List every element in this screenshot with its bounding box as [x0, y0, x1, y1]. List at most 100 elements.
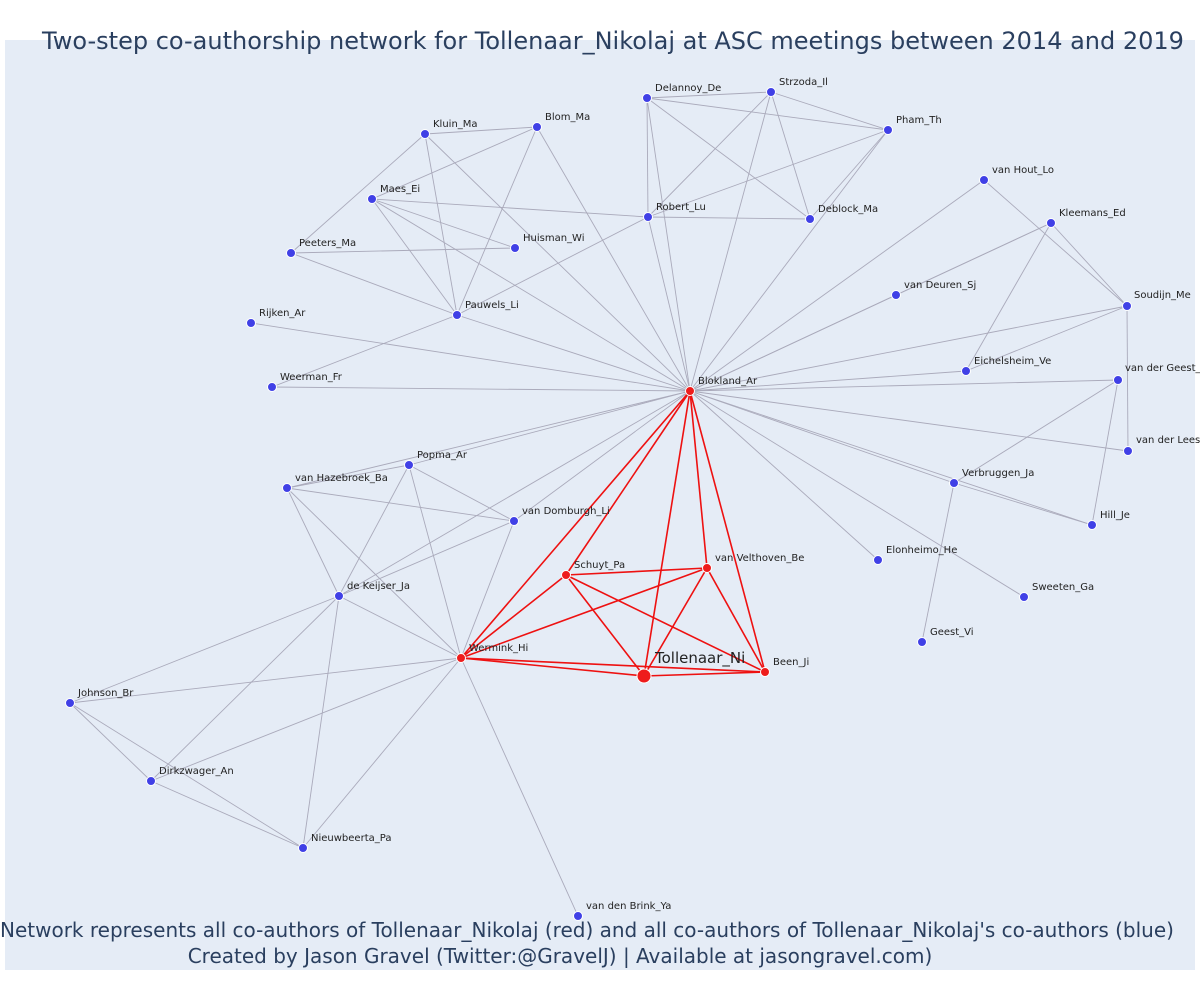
node-marker[interactable]	[873, 555, 883, 565]
node-elonheimo-he[interactable]: Elonheimo_He	[873, 545, 958, 565]
node-wermink-hi[interactable]: Wermink_Hi	[456, 643, 529, 663]
node-marker[interactable]	[891, 290, 901, 300]
node-marker[interactable]	[1087, 520, 1097, 530]
node-marker[interactable]	[404, 460, 414, 470]
node-strzoda-il[interactable]: Strzoda_Il	[766, 77, 828, 97]
node-robert-lu[interactable]: Robert_Lu	[643, 202, 706, 222]
node-van-domburgh-li[interactable]: van Domburgh_Li	[509, 506, 610, 526]
node-marker[interactable]	[282, 483, 292, 493]
node-marker[interactable]	[420, 129, 430, 139]
edge-de-keijser-ja-johnson-br	[69, 595, 340, 704]
node-marker[interactable]	[146, 776, 156, 786]
node-deblock-ma[interactable]: Deblock_Ma	[805, 204, 879, 224]
node-van-hazebroek-ba[interactable]: van Hazebroek_Ba	[282, 473, 388, 493]
node-marker[interactable]	[766, 87, 776, 97]
node-marker[interactable]	[883, 125, 893, 135]
node-eichelsheim-ve[interactable]: Eichelsheim_Ve	[961, 356, 1052, 376]
node-tollenaar-ni[interactable]: Tollenaar_Ni	[636, 649, 745, 684]
edge-soudijn-me-van-der-lees	[1126, 305, 1129, 452]
node-peeters-ma[interactable]: Peeters_Ma	[286, 238, 357, 258]
node-label: Schuyt_Pa	[574, 560, 625, 571]
node-marker[interactable]	[367, 194, 377, 204]
node-marker[interactable]	[643, 212, 653, 222]
node-schuyt-pa[interactable]: Schuyt_Pa	[561, 560, 626, 580]
node-marker[interactable]	[702, 563, 712, 573]
node-marker[interactable]	[509, 516, 519, 526]
node-marker[interactable]	[246, 318, 256, 328]
node-van-hout-lo[interactable]: van Hout_Lo	[979, 165, 1054, 185]
node-marker[interactable]	[1123, 446, 1133, 456]
node-marker[interactable]	[1019, 592, 1029, 602]
node-van-deuren-sj[interactable]: van Deuren_Sj	[891, 280, 977, 300]
node-blokland-ar[interactable]: Blokland_Ar	[685, 376, 758, 396]
node-marker[interactable]	[452, 310, 462, 320]
node-marker[interactable]	[65, 698, 75, 708]
node-marker[interactable]	[979, 175, 989, 185]
node-marker[interactable]	[573, 911, 583, 921]
node-label: Dirkzwager_An	[159, 766, 234, 777]
edge-schuyt-pa-been-ji	[565, 574, 766, 673]
node-marker[interactable]	[760, 667, 770, 677]
node-de-keijser-ja[interactable]: de Keijser_Ja	[334, 581, 411, 601]
edge-van-velthoven-be-tollenaar-ni	[643, 567, 708, 677]
node-van-den-brink-ya[interactable]: van den Brink_Ya	[573, 901, 672, 921]
edge-strzoda-il-pham-th	[770, 91, 889, 131]
node-marker[interactable]	[961, 366, 971, 376]
edge-delannoy-de-deblock-ma	[646, 97, 811, 220]
node-marker[interactable]	[685, 386, 695, 396]
node-weerman-fr[interactable]: Weerman_Fr	[267, 372, 343, 392]
node-marker[interactable]	[1122, 301, 1132, 311]
edge-blom-ma-maes-ei	[371, 126, 538, 200]
edge-blokland-ar-soudijn-me	[689, 305, 1128, 392]
node-label: Strzoda_Il	[779, 77, 828, 88]
node-label: Nieuwbeerta_Pa	[311, 833, 391, 844]
node-marker[interactable]	[1113, 375, 1123, 385]
node-huisman-wi[interactable]: Huisman_Wi	[510, 233, 585, 253]
node-van-der-geest[interactable]: van der Geest_	[1113, 363, 1200, 385]
node-van-velthoven-be[interactable]: van Velthoven_Be	[702, 553, 805, 573]
node-marker[interactable]	[456, 653, 466, 663]
node-soudijn-me[interactable]: Soudijn_Me	[1122, 290, 1191, 311]
node-dirkzwager-an[interactable]: Dirkzwager_An	[146, 766, 234, 786]
node-pauwels-li[interactable]: Pauwels_Li	[452, 300, 519, 320]
node-kluin-ma[interactable]: Kluin_Ma	[420, 119, 478, 139]
edge-blokland-ar-van-der-geest	[689, 379, 1119, 392]
node-kleemans-ed[interactable]: Kleemans_Ed	[1046, 208, 1126, 228]
node-verbruggen-ja[interactable]: Verbruggen_Ja	[949, 468, 1035, 488]
edge-blokland-ar-weerman-fr	[271, 386, 691, 392]
node-marker[interactable]	[805, 214, 815, 224]
node-label: van der Lees	[1136, 435, 1200, 446]
node-marker[interactable]	[949, 478, 959, 488]
node-hill-je[interactable]: Hill_Je	[1087, 510, 1130, 530]
node-marker[interactable]	[1046, 218, 1056, 228]
node-marker[interactable]	[334, 591, 344, 601]
node-marker[interactable]	[298, 843, 308, 853]
edge-delannoy-de-pham-th	[646, 97, 889, 131]
node-marker[interactable]	[532, 122, 542, 132]
node-maes-ei[interactable]: Maes_Ei	[367, 184, 421, 204]
node-blom-ma[interactable]: Blom_Ma	[532, 112, 591, 132]
node-marker[interactable]	[561, 570, 571, 580]
node-marker[interactable]	[267, 382, 277, 392]
node-marker[interactable]	[286, 248, 296, 258]
node-marker[interactable]	[510, 243, 520, 253]
edge-blokland-ar-blom-ma	[536, 126, 691, 392]
node-label: Robert_Lu	[656, 202, 706, 213]
node-rijken-ar[interactable]: Rijken_Ar	[246, 308, 307, 328]
node-been-ji[interactable]: Been_Ji	[760, 657, 810, 677]
edge-blokland-ar-popma-ar	[408, 390, 691, 466]
node-delannoy-de[interactable]: Delannoy_De	[642, 83, 722, 103]
node-sweeten-ga[interactable]: Sweeten_Ga	[1019, 582, 1095, 602]
node-marker[interactable]	[642, 93, 652, 103]
node-pham-th[interactable]: Pham_Th	[883, 115, 942, 135]
node-popma-ar[interactable]: Popma_Ar	[404, 450, 468, 470]
node-van-der-lees[interactable]: van der Lees	[1123, 435, 1200, 456]
node-nieuwbeerta-pa[interactable]: Nieuwbeerta_Pa	[298, 833, 392, 853]
edge-pham-th-robert-lu	[647, 129, 889, 218]
node-marker[interactable]	[636, 668, 652, 684]
node-johnson-br[interactable]: Johnson_Br	[65, 688, 135, 708]
node-marker[interactable]	[917, 637, 927, 647]
node-label: Eichelsheim_Ve	[974, 356, 1051, 367]
node-label: Maes_Ei	[380, 184, 420, 195]
node-geest-vi[interactable]: Geest_Vi	[917, 627, 974, 647]
